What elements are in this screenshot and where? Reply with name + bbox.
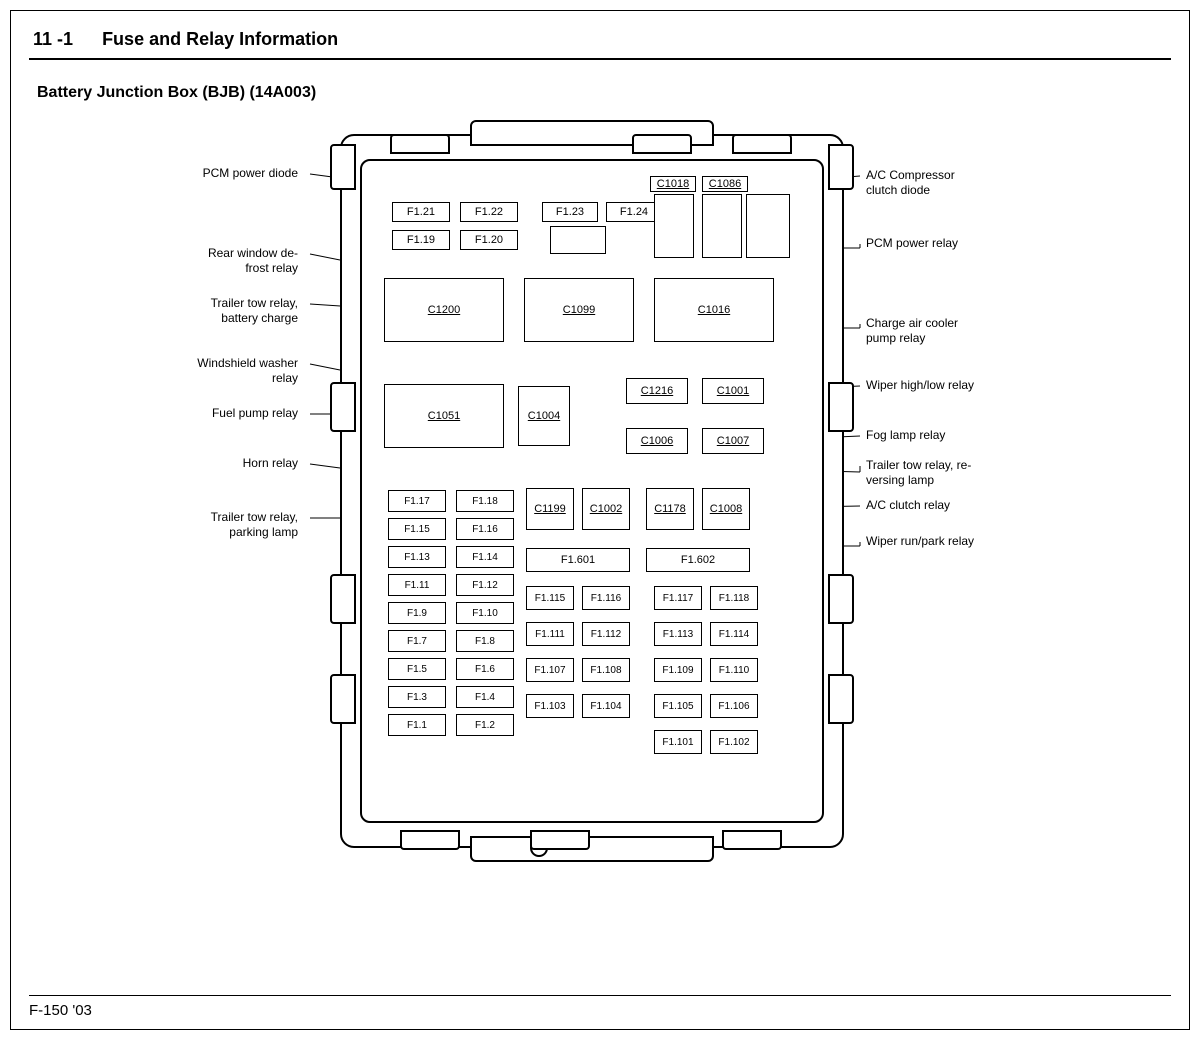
clip-top: [390, 134, 450, 154]
callout-left: Rear window de- frost relay: [208, 246, 298, 276]
block-C1018: C1018: [650, 176, 696, 192]
block-D2: [702, 194, 742, 258]
page-header: 11 -1 Fuse and Relay Information: [29, 21, 1171, 60]
fuse-F1.114: F1.114: [710, 622, 758, 646]
block-C1200: C1200: [384, 278, 504, 342]
enclosure-bottom-tab: [470, 836, 714, 862]
block-D3: [746, 194, 790, 258]
callout-left: Windshield washer relay: [197, 356, 298, 386]
callout-right: PCM power relay: [866, 236, 958, 251]
fuse-F1.107: F1.107: [526, 658, 574, 682]
block-F1.23: F1.23: [542, 202, 598, 222]
fuse-F1.18: F1.18: [456, 490, 514, 512]
clip-left: [330, 674, 356, 724]
callout-right: Wiper high/low relay: [866, 378, 974, 393]
fuse-F1.108: F1.108: [582, 658, 630, 682]
block-F1.21: F1.21: [392, 202, 450, 222]
block-D1: [654, 194, 694, 258]
fuse-F1.17: F1.17: [388, 490, 446, 512]
callout-left: Horn relay: [243, 456, 298, 471]
block-C1016: C1016: [654, 278, 774, 342]
fuse-F1.7: F1.7: [388, 630, 446, 652]
fuse-F1.105: F1.105: [654, 694, 702, 718]
clip-bottom: [400, 830, 460, 850]
fuse-F1.3: F1.3: [388, 686, 446, 708]
page-footer: F-150 '03: [29, 995, 1171, 1019]
block-C1004: C1004: [518, 386, 570, 446]
block-C1216: C1216: [626, 378, 688, 404]
callout-right: A/C clutch relay: [866, 498, 950, 513]
fuse-F1.10: F1.10: [456, 602, 514, 624]
callout-left: Trailer tow relay, battery charge: [211, 296, 298, 326]
block-C1007: C1007: [702, 428, 764, 454]
callout-right: Wiper run/park relay: [866, 534, 974, 549]
clip-top: [632, 134, 692, 154]
callout-left: Trailer tow relay, parking lamp: [211, 510, 298, 540]
clip-bottom: [722, 830, 782, 850]
block-C1002: C1002: [582, 488, 630, 530]
callout-right: A/C Compressor clutch diode: [866, 168, 955, 198]
callout-right: Fog lamp relay: [866, 428, 945, 443]
fuse-F1.12: F1.12: [456, 574, 514, 596]
fuse-F1.6: F1.6: [456, 658, 514, 680]
clip-right: [828, 674, 854, 724]
callout-left: PCM power diode: [203, 166, 298, 181]
clip-top: [732, 134, 792, 154]
fuse-F1.103: F1.103: [526, 694, 574, 718]
block-C1006: C1006: [626, 428, 688, 454]
fuse-F1.102: F1.102: [710, 730, 758, 754]
fuse-F1.117: F1.117: [654, 586, 702, 610]
fuse-F1.5: F1.5: [388, 658, 446, 680]
block-F1.19: F1.19: [392, 230, 450, 250]
fuse-F1.2: F1.2: [456, 714, 514, 736]
fuse-F1.8: F1.8: [456, 630, 514, 652]
block-C1086: C1086: [702, 176, 748, 192]
fuse-F1.111: F1.111: [526, 622, 574, 646]
section-number: 11 -1: [33, 29, 73, 49]
fuse-F1.116: F1.116: [582, 586, 630, 610]
block-F1.22: F1.22: [460, 202, 518, 222]
block-C1199: C1199: [526, 488, 574, 530]
clip-right: [828, 574, 854, 624]
block-F1.601: F1.601: [526, 548, 630, 572]
fuse-F1.14: F1.14: [456, 546, 514, 568]
fuse-F1.9: F1.9: [388, 602, 446, 624]
clip-right: [828, 382, 854, 432]
block-F1.602: F1.602: [646, 548, 750, 572]
callout-right: Charge air cooler pump relay: [866, 316, 958, 346]
block-C1008: C1008: [702, 488, 750, 530]
diagram-area: C1018C1086F1.21F1.22F1.23F1.24F1.19F1.20…: [30, 114, 1170, 874]
fuse-F1.1: F1.1: [388, 714, 446, 736]
callout-left: Fuel pump relay: [212, 406, 298, 421]
fuse-F1.109: F1.109: [654, 658, 702, 682]
page-subtitle: Battery Junction Box (BJB) (14A003): [37, 84, 1171, 102]
block-C1178: C1178: [646, 488, 694, 530]
fuse-F1.113: F1.113: [654, 622, 702, 646]
page: 11 -1 Fuse and Relay Information Battery…: [10, 10, 1190, 1030]
section-title: Fuse and Relay Information: [102, 29, 338, 49]
clip-left: [330, 144, 356, 190]
block-C1051: C1051: [384, 384, 504, 448]
fuse-F1.110: F1.110: [710, 658, 758, 682]
block-F1.20: F1.20: [460, 230, 518, 250]
block-BLK1: [550, 226, 606, 254]
block-C1099: C1099: [524, 278, 634, 342]
clip-left: [330, 574, 356, 624]
fuse-F1.4: F1.4: [456, 686, 514, 708]
fuse-F1.104: F1.104: [582, 694, 630, 718]
fuse-F1.106: F1.106: [710, 694, 758, 718]
block-C1001: C1001: [702, 378, 764, 404]
fuse-F1.11: F1.11: [388, 574, 446, 596]
fuse-F1.112: F1.112: [582, 622, 630, 646]
fuse-F1.15: F1.15: [388, 518, 446, 540]
clip-bottom: [530, 830, 590, 850]
callout-right: Trailer tow relay, re- versing lamp: [866, 458, 971, 488]
fuse-F1.118: F1.118: [710, 586, 758, 610]
fuse-F1.115: F1.115: [526, 586, 574, 610]
fuse-F1.16: F1.16: [456, 518, 514, 540]
fuse-F1.101: F1.101: [654, 730, 702, 754]
clip-right: [828, 144, 854, 190]
clip-left: [330, 382, 356, 432]
fuse-F1.13: F1.13: [388, 546, 446, 568]
